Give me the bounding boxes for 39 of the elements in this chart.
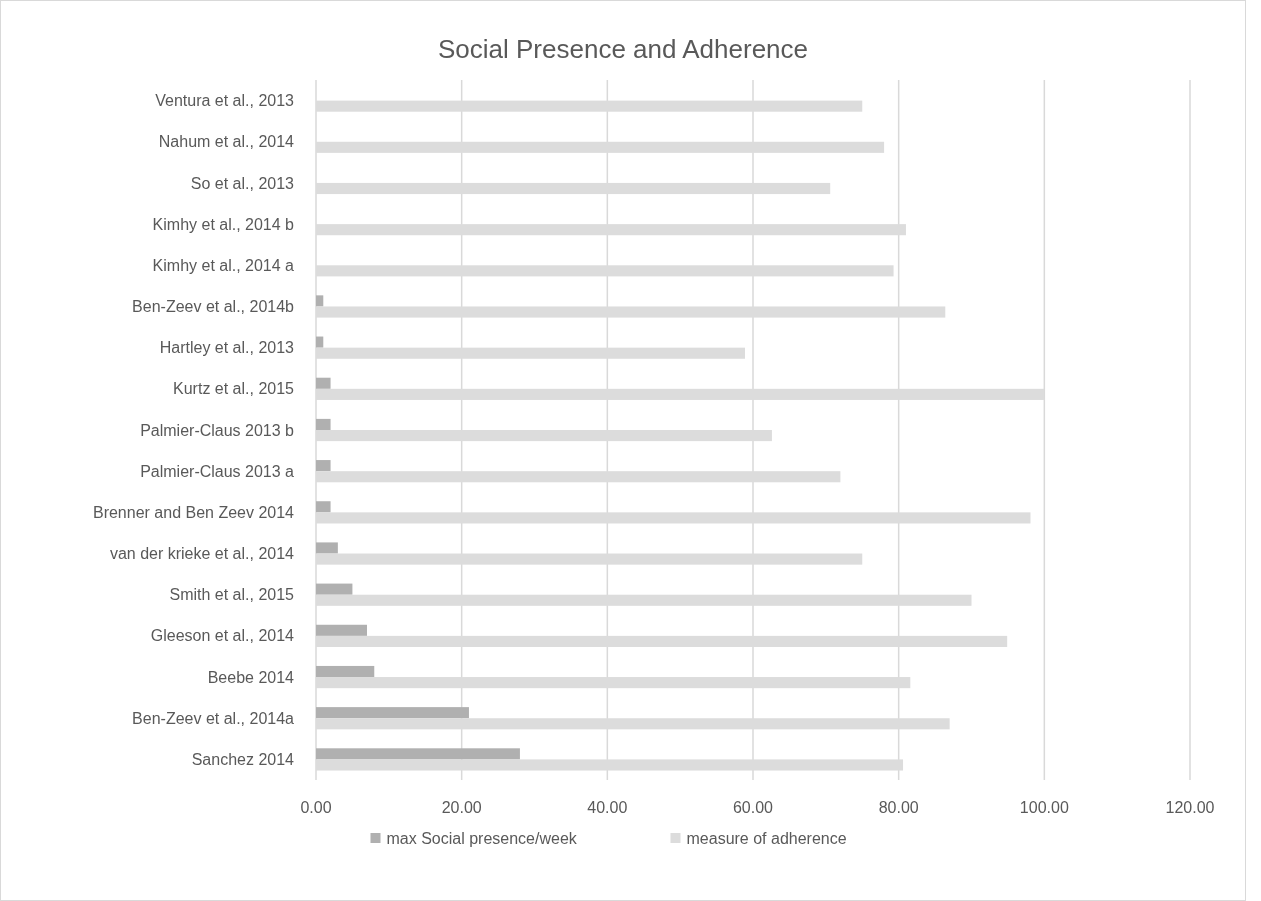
bar	[316, 501, 331, 513]
x-tick-label: 100.00	[1019, 799, 1069, 816]
y-tick-label: Hartley et al., 2013	[159, 339, 295, 357]
y-tick-label: Gleeson et al., 2014	[150, 627, 295, 645]
x-tick-label: 80.00	[878, 799, 919, 816]
bar	[316, 665, 375, 678]
bar	[316, 542, 338, 554]
y-tick-label: Brenner and Ben Zeev 2014	[92, 503, 295, 521]
bar	[316, 583, 353, 595]
bar	[316, 707, 469, 719]
y-tick-label: Ben-Zeev et al., 2014a	[132, 709, 295, 727]
y-tick-label: Kimhy et al., 2014 a	[152, 256, 295, 274]
chart-title: Social Presence and Adherence	[437, 34, 809, 64]
y-tick-label: Palmier-Claus 2013 a	[140, 462, 295, 480]
bar	[316, 460, 331, 472]
y-tick-label: Palmier-Claus 2013 b	[140, 421, 295, 439]
x-tick-label: 40.00	[587, 799, 628, 816]
legend-label: max Social presence/week	[386, 829, 578, 847]
bar	[316, 336, 324, 348]
y-tick-label: van der krieke et al., 2014	[109, 545, 295, 563]
bar	[316, 748, 520, 760]
y-tick-label: Kurtz et al., 2015	[173, 380, 295, 398]
y-tick-label: Kimhy et al., 2014 b	[152, 215, 295, 233]
x-tick-label: 60.00	[732, 799, 774, 816]
x-tick-label: 120.00	[1165, 799, 1215, 816]
y-tick-label: Beebe 2014	[207, 668, 295, 686]
y-tick-label: Ventura et al., 2013	[155, 92, 295, 110]
bar	[316, 295, 324, 307]
y-tick-label: Smith et al., 2015	[169, 586, 295, 604]
x-tick-label: 20.00	[441, 799, 482, 816]
y-tick-label: Ben-Zeev et al., 2014b	[132, 298, 295, 316]
legend-label: measure of adherence	[686, 829, 847, 847]
y-tick-label: Nahum et al., 2014	[158, 133, 295, 151]
bar	[316, 377, 331, 389]
y-tick-label: So et al., 2013	[190, 174, 295, 192]
bar	[316, 624, 367, 636]
bar	[316, 418, 331, 430]
x-tick-label: 0.00	[300, 799, 332, 816]
y-tick-label: Sanchez 2014	[191, 751, 295, 769]
